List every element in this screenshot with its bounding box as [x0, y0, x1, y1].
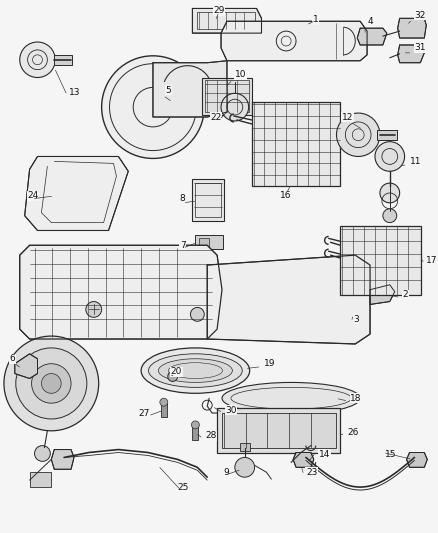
Bar — [195, 236, 223, 249]
Ellipse shape — [159, 359, 233, 383]
Circle shape — [32, 364, 71, 403]
Circle shape — [42, 374, 61, 393]
Text: 27: 27 — [138, 408, 150, 417]
Text: 2: 2 — [403, 290, 408, 299]
Bar — [252, 102, 340, 186]
Text: 4: 4 — [367, 17, 373, 26]
Text: 12: 12 — [342, 112, 353, 122]
Text: 8: 8 — [180, 195, 186, 204]
Polygon shape — [192, 9, 261, 33]
Circle shape — [375, 142, 405, 171]
Polygon shape — [20, 245, 222, 339]
Text: 14: 14 — [319, 449, 330, 458]
Text: 25: 25 — [177, 482, 188, 491]
Text: 22: 22 — [211, 112, 222, 122]
Polygon shape — [293, 453, 314, 467]
Polygon shape — [370, 285, 395, 304]
Text: 29: 29 — [213, 6, 225, 15]
Text: 9: 9 — [223, 468, 229, 477]
Polygon shape — [15, 354, 38, 378]
Text: 32: 32 — [414, 11, 426, 20]
Text: 23: 23 — [306, 468, 317, 477]
Text: 5: 5 — [166, 86, 172, 95]
Text: 17: 17 — [426, 256, 438, 264]
Bar — [222, 413, 336, 448]
Text: 1: 1 — [313, 15, 319, 25]
Text: 31: 31 — [414, 43, 426, 52]
Polygon shape — [51, 449, 74, 469]
Bar — [30, 472, 51, 487]
Text: 19: 19 — [264, 359, 275, 368]
Circle shape — [16, 348, 87, 419]
Bar — [217, 408, 340, 453]
Bar — [192, 179, 224, 221]
Ellipse shape — [148, 354, 242, 387]
Polygon shape — [357, 28, 387, 45]
Circle shape — [380, 183, 399, 203]
Ellipse shape — [141, 348, 250, 393]
Polygon shape — [406, 453, 427, 467]
Circle shape — [221, 93, 249, 121]
Bar — [205, 80, 249, 112]
Bar — [240, 442, 250, 450]
Circle shape — [168, 372, 178, 382]
Circle shape — [336, 113, 380, 157]
Polygon shape — [153, 61, 227, 117]
Polygon shape — [207, 255, 370, 344]
Text: 16: 16 — [280, 191, 292, 200]
Circle shape — [102, 56, 204, 158]
Polygon shape — [398, 18, 426, 38]
Text: 7: 7 — [180, 241, 186, 250]
Polygon shape — [221, 21, 367, 61]
Polygon shape — [25, 157, 128, 230]
Text: 26: 26 — [347, 429, 359, 437]
Circle shape — [191, 421, 199, 429]
Polygon shape — [398, 45, 424, 63]
Circle shape — [191, 308, 204, 321]
Circle shape — [235, 457, 254, 477]
Text: 24: 24 — [28, 191, 39, 200]
Circle shape — [383, 209, 397, 223]
Text: 28: 28 — [205, 431, 217, 440]
Bar — [54, 55, 72, 64]
Bar — [192, 426, 198, 440]
Text: 18: 18 — [350, 394, 362, 403]
Bar — [195, 183, 221, 217]
Bar — [198, 12, 254, 29]
Text: 15: 15 — [385, 449, 396, 458]
Circle shape — [35, 446, 50, 462]
Text: 30: 30 — [225, 406, 237, 415]
Ellipse shape — [222, 383, 360, 414]
Circle shape — [160, 398, 168, 406]
Bar — [161, 403, 167, 417]
Bar — [377, 130, 397, 140]
Bar — [202, 77, 252, 115]
Circle shape — [20, 42, 55, 77]
Text: 20: 20 — [171, 367, 182, 376]
Circle shape — [86, 302, 102, 317]
Bar — [340, 225, 421, 295]
Circle shape — [4, 336, 99, 431]
Text: 13: 13 — [69, 88, 81, 97]
Text: 3: 3 — [353, 315, 359, 324]
Text: 10: 10 — [235, 70, 246, 79]
Text: 11: 11 — [410, 157, 421, 166]
Bar — [199, 238, 209, 246]
Text: 6: 6 — [10, 354, 16, 364]
